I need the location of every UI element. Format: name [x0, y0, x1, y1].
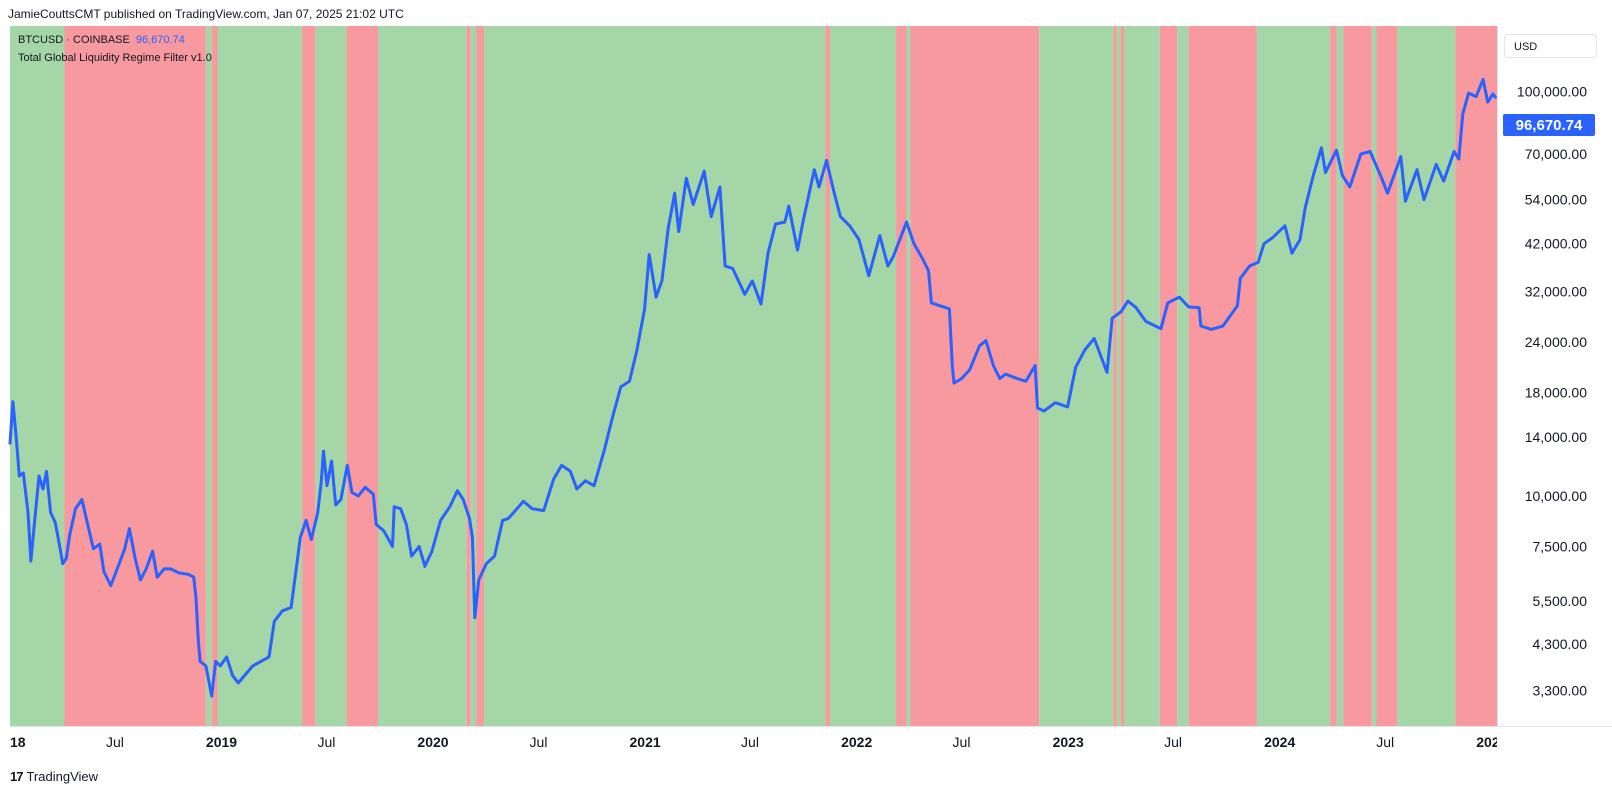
- regime-band-expansion-18: [1039, 26, 1114, 726]
- x-tick-label-6: 2021: [630, 734, 661, 750]
- x-tick-label-4: 2020: [417, 734, 448, 750]
- x-tick-label-3: Jul: [317, 734, 335, 750]
- x-tick-label-8: 2022: [841, 734, 872, 750]
- regime-band-contraction-1: [64, 26, 206, 726]
- indicator-legend[interactable]: Total Global Liquidity Regime Filter v1.…: [18, 52, 212, 64]
- x-tick-label-13: Jul: [1376, 734, 1394, 750]
- y-tick-label-3: 54,000.00: [1525, 192, 1587, 208]
- regime-band-contraction-25: [1188, 26, 1257, 726]
- regime-band-contraction-3: [211, 26, 218, 726]
- y-tick-label-1: 100,000.00: [1517, 83, 1587, 99]
- regime-band-contraction-13: [825, 26, 830, 726]
- regime-band-contraction-9: [466, 26, 471, 726]
- x-tick-label-10: 2023: [1053, 734, 1084, 750]
- x-tick-label-9: Jul: [953, 734, 971, 750]
- regime-band-expansion-16: [906, 26, 911, 726]
- regime-band-contraction-21: [1120, 26, 1125, 726]
- y-tick-label-5: 32,000.00: [1525, 284, 1587, 300]
- x-tick-label-1: Jul: [106, 734, 124, 750]
- x-tick-label-14: 2025: [1476, 734, 1507, 750]
- y-tick-label-9: 10,000.00: [1525, 488, 1587, 504]
- currency-selector[interactable]: USD: [1504, 34, 1597, 58]
- symbol-legend[interactable]: BTCUSD · COINBASE 96,670.74: [18, 34, 185, 46]
- regime-band-expansion-2: [205, 26, 212, 726]
- x-tick-label-12: 2024: [1264, 734, 1295, 750]
- regime-band-expansion-22: [1124, 26, 1160, 726]
- y-tick-label-10: 7,500.00: [1533, 539, 1588, 555]
- tradingview-logo-icon: 17: [10, 769, 24, 784]
- y-tick-label-11: 5,500.00: [1533, 593, 1588, 609]
- regime-band-expansion-26: [1256, 26, 1331, 726]
- footer-branding[interactable]: 17 TradingView: [10, 769, 98, 784]
- regime-band-expansion-14: [829, 26, 897, 726]
- x-tick-label-5: Jul: [530, 734, 548, 750]
- regime-band-contraction-23: [1159, 26, 1178, 726]
- y-tick-label-12: 4,300.00: [1533, 636, 1588, 652]
- regime-band-expansion-10: [470, 26, 477, 726]
- regime-band-contraction-31: [1376, 26, 1398, 726]
- regime-band-contraction-15: [896, 26, 907, 726]
- regime-band-contraction-17: [910, 26, 1040, 726]
- regime-band-contraction-27: [1330, 26, 1337, 726]
- y-tick-label-8: 14,000.00: [1525, 429, 1587, 445]
- regime-band-expansion-20: [1116, 26, 1121, 726]
- regime-band-expansion-8: [377, 26, 467, 726]
- regime-band-contraction-33: [1455, 26, 1497, 726]
- y-tick-label-2: 70,000.00: [1525, 146, 1587, 162]
- y-tick-label-7: 18,000.00: [1525, 385, 1587, 401]
- y-tick-label-4: 42,000.00: [1525, 236, 1587, 252]
- regime-band-expansion-6: [315, 26, 347, 726]
- x-tick-label-0: 2018: [0, 734, 26, 750]
- regime-band-expansion-12: [484, 26, 826, 726]
- y-tick-label-13: 3,300.00: [1533, 683, 1588, 699]
- price-line-layer: [8, 77, 1497, 698]
- regime-band-expansion-30: [1371, 26, 1377, 726]
- price-axis[interactable]: 130,000.00100,000.0070,000.0054,000.0042…: [1517, 37, 1587, 699]
- price-line: [8, 77, 1497, 698]
- x-tick-label-7: Jul: [741, 734, 759, 750]
- x-tick-label-2: 2019: [206, 734, 237, 750]
- publish-header: JamieCouttsCMT published on TradingView.…: [8, 7, 404, 21]
- time-axis[interactable]: 2018 Jul 2019 Jul 2020 Jul 2021 Jul 2022 Jul 2023 J…: [0, 734, 1508, 750]
- regime-band-contraction-7: [346, 26, 378, 726]
- symbol-name[interactable]: BTCUSD · COINBASE: [18, 34, 130, 46]
- x-tick-label-11: Jul: [1164, 734, 1182, 750]
- regime-band-contraction-5: [302, 26, 316, 726]
- symbol-last-price: 96,670.74: [135, 34, 185, 46]
- regime-band-expansion-0: [10, 26, 65, 726]
- regime-bands: [10, 26, 1497, 726]
- regime-band-contraction-11: [476, 26, 485, 726]
- last-price-tag-label: 96,670.74: [1516, 117, 1583, 134]
- last-price-tag: 96,670.74: [1503, 114, 1595, 136]
- regime-band-expansion-28: [1336, 26, 1344, 726]
- regime-band-expansion-32: [1397, 26, 1456, 726]
- regime-band-expansion-4: [217, 26, 303, 726]
- regime-band-expansion-24: [1177, 26, 1189, 726]
- regime-band-contraction-29: [1343, 26, 1372, 726]
- regime-band-contraction-19: [1113, 26, 1117, 726]
- y-tick-label-6: 24,000.00: [1525, 334, 1587, 350]
- footer-brand-name: TradingView: [26, 769, 99, 784]
- last-price-tag-bg: [1503, 114, 1595, 136]
